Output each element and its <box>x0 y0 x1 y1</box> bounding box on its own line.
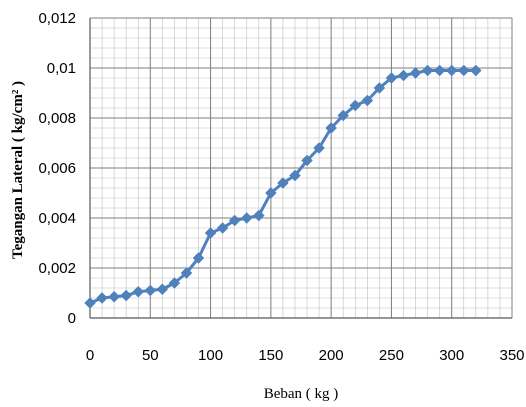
data-point <box>180 267 193 279</box>
data-point <box>265 187 277 199</box>
data-point <box>240 212 253 224</box>
data-point <box>325 122 337 134</box>
series <box>84 64 482 309</box>
y-tick-label: 0,008 <box>38 110 76 127</box>
data-point <box>445 64 458 77</box>
tick-labels: 0 50 100 150 200 250 300 350 0 0,002 0,004 0,006 0,0… <box>38 10 524 364</box>
data-point <box>168 277 181 289</box>
data-point <box>433 64 446 77</box>
x-axis-title: Beban ( kg ) <box>264 386 339 402</box>
data-point <box>313 142 325 154</box>
x-tick-label: 100 <box>198 347 223 364</box>
data-point <box>144 284 157 297</box>
x-tick-label: 250 <box>379 347 404 364</box>
data-point <box>228 214 241 227</box>
data-point <box>216 222 229 234</box>
x-tick-label: 0 <box>86 347 94 364</box>
data-point <box>337 109 350 122</box>
data-point <box>120 289 133 302</box>
data-point <box>108 290 120 303</box>
x-tick-label: 200 <box>319 347 344 364</box>
data-point <box>132 285 145 298</box>
y-tick-label: 0,002 <box>38 260 76 277</box>
data-point <box>421 64 434 77</box>
data-point <box>96 292 108 304</box>
y-tick-label: 0,01 <box>47 60 76 77</box>
data-point <box>409 67 422 79</box>
axes <box>89 18 512 319</box>
data-point <box>84 297 96 309</box>
grid <box>89 17 513 319</box>
data-point <box>469 64 482 77</box>
data-point <box>252 209 265 222</box>
x-tick-label: 50 <box>142 347 159 364</box>
data-point <box>204 227 217 239</box>
data-point <box>361 94 374 107</box>
y-tick-label: 0,004 <box>38 210 76 227</box>
x-tick-label: 150 <box>258 347 283 364</box>
data-point <box>397 69 410 82</box>
y-tick-label: 0 <box>68 310 76 327</box>
y-tick-label: 0,012 <box>38 10 76 27</box>
data-point <box>156 283 169 296</box>
data-point <box>457 64 470 77</box>
data-point <box>289 169 301 182</box>
y-axis-title: Tegangan Lateral ( kg/cm² ) <box>10 81 26 259</box>
data-point <box>349 99 362 112</box>
y-tick-label: 0,006 <box>38 160 76 177</box>
x-tick-label: 300 <box>439 347 464 364</box>
data-point <box>385 72 398 84</box>
data-point <box>373 82 386 94</box>
data-point <box>277 177 289 189</box>
x-tick-label: 350 <box>499 347 524 364</box>
data-point <box>301 154 313 167</box>
data-point <box>192 252 205 264</box>
